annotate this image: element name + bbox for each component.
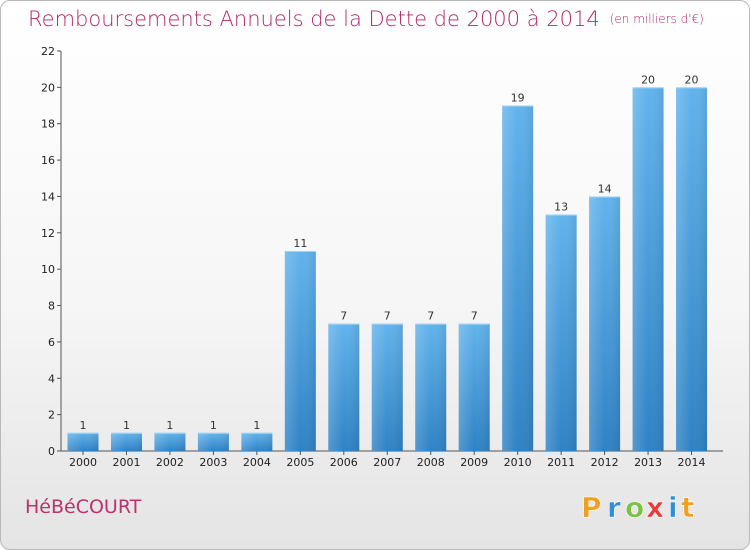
x-tick-label: 2014 <box>678 456 706 469</box>
bar-group <box>545 214 577 451</box>
bar-group <box>328 323 360 451</box>
logo-letter: r <box>607 491 621 524</box>
bar-group <box>371 323 403 451</box>
logo-letter: P <box>581 491 602 524</box>
bar-group <box>197 432 229 451</box>
bar-group <box>458 323 490 451</box>
bar-group <box>502 105 534 451</box>
bar-sheen <box>502 105 534 451</box>
proxiti-logo: Proxiti <box>581 491 699 525</box>
bar-group <box>284 251 316 451</box>
x-tick-label: 2010 <box>504 456 532 469</box>
bar-sheen <box>415 323 447 451</box>
bar-value-label: 7 <box>384 310 391 323</box>
bar-value-label: 19 <box>511 92 525 105</box>
bar-value-label: 20 <box>641 73 655 86</box>
bar-sheen <box>284 251 316 451</box>
y-tick-label: 12 <box>41 227 55 240</box>
y-tick-label: 20 <box>41 81 55 94</box>
bar-group <box>632 87 664 451</box>
y-tick-label: 18 <box>41 118 55 131</box>
logo-letter: i <box>668 491 678 524</box>
bar-value-label: 7 <box>427 310 434 323</box>
logo-letter: x <box>646 491 664 524</box>
chart-axes: 0 2 4 6 8 10 12 14 16 18 20 22 2000 2001 2002 2003 2004 2… <box>41 45 723 469</box>
x-tick-label: 2012 <box>591 456 619 469</box>
bar-group <box>415 323 447 451</box>
y-tick-label: 0 <box>48 445 55 458</box>
bar-sheen <box>67 432 99 451</box>
bar-group <box>676 87 708 451</box>
y-tick-label: 2 <box>48 409 55 422</box>
x-tick-label: 2011 <box>547 456 575 469</box>
bar-sheen <box>154 432 186 451</box>
bar-value-label: 13 <box>554 201 568 214</box>
bar-sheen <box>676 87 708 451</box>
chart-title: Remboursements Annuels de la Dette de 20… <box>28 7 704 31</box>
y-tick-label: 16 <box>41 154 55 167</box>
bar-value-label: 20 <box>685 73 699 86</box>
bar-sheen <box>371 323 403 451</box>
y-tick-label: 10 <box>41 263 55 276</box>
bar-group <box>589 196 621 451</box>
x-tick-label: 2007 <box>373 456 401 469</box>
bar-group <box>67 432 99 451</box>
bar-value-label: 7 <box>340 310 347 323</box>
chart-unit: (en milliers d'€) <box>609 12 704 26</box>
bar-value-label: 1 <box>80 419 87 432</box>
chart-title-text: Remboursements Annuels de la Dette de 20… <box>28 7 600 31</box>
y-tick-label: 22 <box>41 45 55 58</box>
bar-group <box>110 432 142 451</box>
bar-value-label: 7 <box>471 310 478 323</box>
bar-value-label: 1 <box>166 419 173 432</box>
logo-letter: o <box>625 491 644 524</box>
bar-sheen <box>545 214 577 451</box>
x-tick-label: 2013 <box>634 456 662 469</box>
bar-sheen <box>241 432 273 451</box>
bar-group <box>154 432 186 451</box>
bar-value-label: 14 <box>598 182 612 195</box>
bar-value-label: 1 <box>210 419 217 432</box>
x-tick-label: 2004 <box>243 456 271 469</box>
bar-group <box>241 432 273 451</box>
y-tick-label: 4 <box>48 372 55 385</box>
logo-letter: t <box>681 491 694 524</box>
x-tick-label: 2001 <box>112 456 140 469</box>
x-tick-label: 2008 <box>417 456 445 469</box>
logo-letter: i <box>697 491 699 524</box>
bar-sheen <box>197 432 229 451</box>
bar-sheen <box>589 196 621 451</box>
bar-sheen <box>110 432 142 451</box>
y-tick-label: 8 <box>48 300 55 313</box>
bar-sheen <box>632 87 664 451</box>
y-tick-label: 14 <box>41 190 55 203</box>
bar-sheen <box>458 323 490 451</box>
x-tick-label: 2000 <box>69 456 97 469</box>
x-tick-label: 2003 <box>199 456 227 469</box>
x-tick-label: 2006 <box>330 456 358 469</box>
bar-value-label: 11 <box>293 237 307 250</box>
x-tick-label: 2009 <box>460 456 488 469</box>
x-tick-label: 2002 <box>156 456 184 469</box>
y-tick-label: 6 <box>48 336 55 349</box>
chart-bars <box>67 87 708 451</box>
bar-value-label: 1 <box>123 419 130 432</box>
commune-name: HéBéCOURT <box>25 496 142 518</box>
bar-value-label: 1 <box>253 419 260 432</box>
x-tick-label: 2005 <box>286 456 314 469</box>
bar-sheen <box>328 323 360 451</box>
